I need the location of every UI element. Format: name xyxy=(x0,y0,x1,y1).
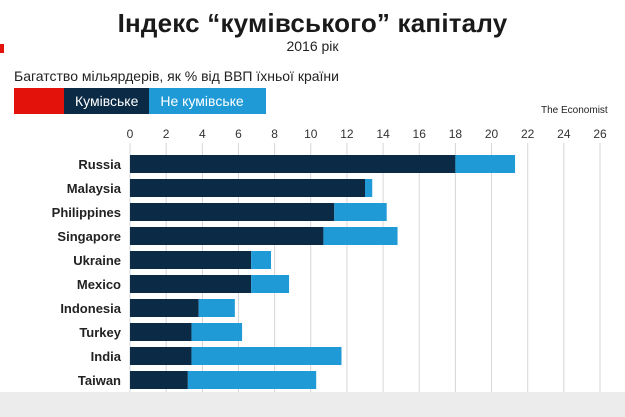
bar-noncrony xyxy=(334,203,387,221)
accent-mark xyxy=(0,44,4,53)
category-label: Singapore xyxy=(57,229,121,244)
category-label: Turkey xyxy=(79,325,121,340)
bar-noncrony xyxy=(251,275,290,293)
x-tick-label: 2 xyxy=(163,127,170,141)
x-tick-label: 14 xyxy=(376,127,390,141)
x-tick-label: 12 xyxy=(340,127,354,141)
bar-noncrony xyxy=(323,227,398,245)
legend-item-noncrony: Не кумівське xyxy=(149,88,267,114)
bar-crony xyxy=(130,203,335,221)
source-credit: The Economist xyxy=(541,105,608,116)
bar-crony xyxy=(130,179,365,197)
category-label: Taiwan xyxy=(78,373,121,388)
legend-red-swatch xyxy=(14,88,64,114)
bar-crony xyxy=(130,251,252,269)
bar-crony xyxy=(130,347,192,365)
category-label: Russia xyxy=(78,157,121,172)
x-tick-label: 24 xyxy=(557,127,571,141)
category-label: Mexico xyxy=(77,277,121,292)
bar-noncrony xyxy=(198,299,235,317)
x-tick-label: 8 xyxy=(271,127,278,141)
category-label: Malaysia xyxy=(67,181,122,196)
bar-crony xyxy=(130,227,324,245)
bar-crony xyxy=(130,323,192,341)
footer-band xyxy=(0,392,625,417)
x-tick-label: 22 xyxy=(521,127,535,141)
category-label: Ukraine xyxy=(73,253,121,268)
bar-crony xyxy=(130,371,188,389)
x-tick-label: 10 xyxy=(304,127,318,141)
bar-noncrony xyxy=(365,179,373,197)
bar-noncrony xyxy=(455,155,516,173)
chart-title: Індекс “кумівського” капіталу xyxy=(117,8,508,38)
chart-subtitle: 2016 рік xyxy=(286,38,339,54)
category-label: India xyxy=(91,349,122,364)
chart-description: Багатство мільярдерів, як % від ВВП їхнь… xyxy=(14,68,339,84)
bar-noncrony xyxy=(191,347,342,365)
x-tick-label: 20 xyxy=(485,127,499,141)
x-tick-label: 18 xyxy=(449,127,463,141)
bar-crony xyxy=(130,299,199,317)
bar-noncrony xyxy=(251,251,271,269)
legend-item-crony: Кумівське xyxy=(64,88,150,114)
category-label: Indonesia xyxy=(60,301,121,316)
x-tick-label: 4 xyxy=(199,127,206,141)
x-tick-label: 6 xyxy=(235,127,242,141)
x-tick-label: 16 xyxy=(413,127,427,141)
bar-noncrony xyxy=(191,323,243,341)
x-tick-label: 26 xyxy=(593,127,607,141)
legend: Кумівське Не кумівське xyxy=(14,88,267,114)
bar-noncrony xyxy=(187,371,317,389)
bar-crony xyxy=(130,155,456,173)
x-tick-label: 0 xyxy=(127,127,134,141)
category-label: Philippines xyxy=(52,205,121,220)
bar-crony xyxy=(130,275,252,293)
